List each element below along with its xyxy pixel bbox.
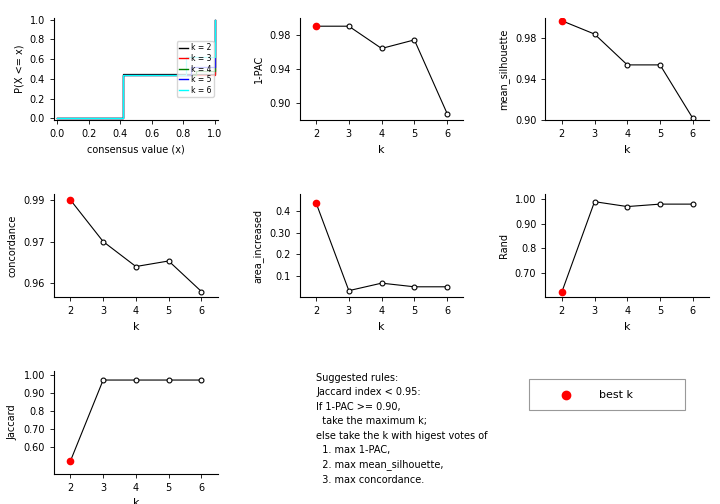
Bar	[529, 379, 685, 410]
X-axis label: k: k	[624, 322, 631, 332]
Y-axis label: area_increased: area_increased	[253, 209, 264, 283]
Text: Suggested rules:
Jaccard index < 0.95:
If 1-PAC >= 0.90,
  take the maximum k;
e: Suggested rules: Jaccard index < 0.95: I…	[316, 373, 487, 485]
Text: best k: best k	[598, 390, 633, 400]
X-axis label: k: k	[378, 322, 385, 332]
Y-axis label: concordance: concordance	[8, 215, 18, 277]
X-axis label: k: k	[132, 322, 139, 332]
X-axis label: k: k	[624, 145, 631, 155]
Y-axis label: Jaccard: Jaccard	[8, 405, 18, 440]
X-axis label: k: k	[132, 498, 139, 504]
Y-axis label: P(X <= x): P(X <= x)	[14, 45, 24, 93]
X-axis label: consensus value (x): consensus value (x)	[87, 145, 185, 155]
Y-axis label: Rand: Rand	[499, 233, 509, 258]
Y-axis label: mean_silhouette: mean_silhouette	[498, 28, 510, 110]
X-axis label: k: k	[378, 145, 385, 155]
Y-axis label: 1-PAC: 1-PAC	[253, 55, 264, 83]
Legend: k = 2, k = 3, k = 4, k = 5, k = 6: k = 2, k = 3, k = 4, k = 5, k = 6	[176, 41, 214, 97]
